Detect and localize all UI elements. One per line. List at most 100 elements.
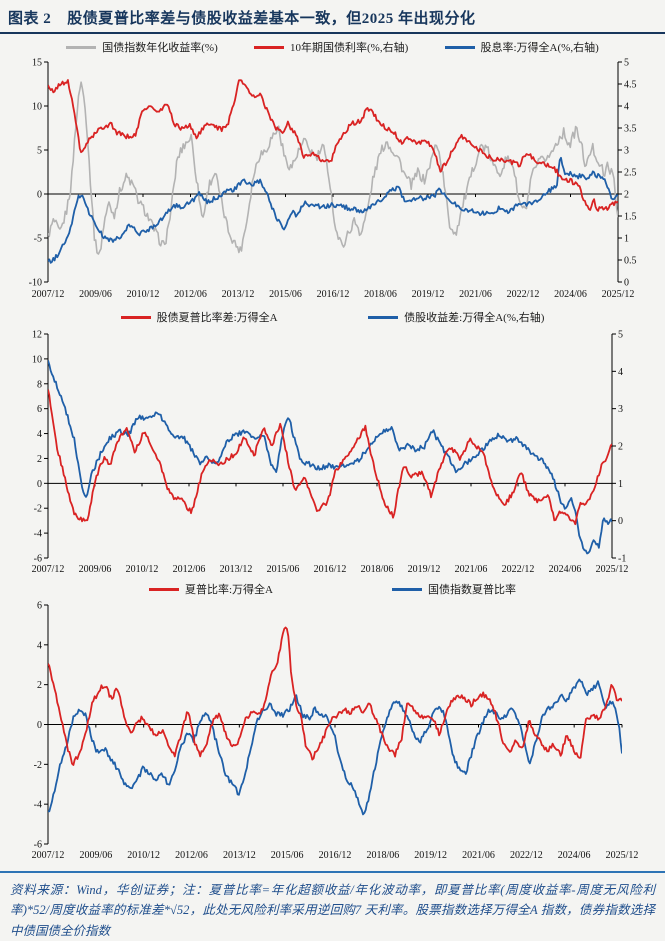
legend-line-swatch [120,315,151,319]
svg-text:-1: -1 [618,554,626,565]
chart-top-legend: 国债指数年化收益率(%) 10年期国债利率(%,右轴) 股息率:万得全A(%,右轴) [0,38,665,56]
svg-text:6: 6 [37,601,42,612]
legend-label: 股息率:万得全A(%,右轴) [480,42,599,54]
svg-text:2: 2 [37,454,42,465]
chart-middle-legend: 股债夏普比率差:万得全A 债股收益差:万得全A(%,右轴) [0,308,665,326]
series-line-国债指数年化收益率(%) [48,81,618,255]
svg-text:-2: -2 [34,760,42,771]
svg-text:15: 15 [32,58,42,69]
svg-text:-4: -4 [34,529,42,540]
svg-text:1: 1 [618,479,623,490]
svg-text:4: 4 [37,640,42,651]
svg-text:2012/06: 2012/06 [174,289,207,300]
svg-text:5: 5 [618,330,623,341]
svg-text:2024/06: 2024/06 [558,850,591,861]
svg-text:2022/12: 2022/12 [502,564,535,575]
legend-label: 债股收益差:万得全A(%,右轴) [404,312,545,324]
legend-item-2-1: 国债指数夏普比率 [392,581,516,597]
legend-line-swatch [444,45,475,49]
svg-text:2015/06: 2015/06 [271,850,304,861]
svg-text:3: 3 [624,146,629,157]
svg-text:-4: -4 [34,800,42,811]
svg-text:2025/12: 2025/12 [596,564,629,575]
svg-text:2019/12: 2019/12 [408,564,441,575]
svg-text:2009/06: 2009/06 [79,850,112,861]
svg-text:2022/12: 2022/12 [510,850,543,861]
svg-text:2025/12: 2025/12 [602,289,635,300]
svg-text:2009/06: 2009/06 [79,289,112,300]
svg-text:-10: -10 [29,278,42,289]
svg-text:12: 12 [32,330,42,341]
svg-text:1.5: 1.5 [624,212,637,223]
legend-label: 国债指数夏普比率 [428,584,516,596]
svg-text:2012/06: 2012/06 [175,850,208,861]
chart-bottom-plot: -6 -4 -2 0 2 4 6 2007/12 2009/06 2010/12 2012/06 20… [32,601,639,862]
source-note: 资料来源：Wind，华创证券；注：夏普比率=年化超额收益/年化波动率，即夏普比率… [10,883,655,938]
chart-top-block: 国债指数年化收益率(%) 10年期国债利率(%,右轴) 股息率:万得全A(%,右轴)… [0,38,665,304]
svg-text:2007/12: 2007/12 [32,289,65,300]
svg-text:2018/06: 2018/06 [366,850,399,861]
svg-text:4: 4 [37,429,42,440]
svg-text:-6: -6 [34,554,42,565]
chart-middle-block: 股债夏普比率差:万得全A 债股收益差:万得全A(%,右轴) -6 -4 -2 0 2 4 6 8… [0,308,665,576]
svg-text:5: 5 [37,146,42,157]
figure-title-bar: 图表 2 股债夏普比率差与债股收益差基本一致，但2025 年出现分化 [0,0,665,34]
svg-text:2013/12: 2013/12 [220,564,253,575]
legend-line-swatch [368,315,399,319]
chart-top-plot: -10 -5 0 5 10 15 0 0.5 1 1.5 2 2.5 3 3.5 4 4.5 5 2007/12 2… [29,58,637,301]
svg-text:2018/06: 2018/06 [364,289,397,300]
series-line-债股收益差:万得全A(%,右轴) [48,360,612,555]
svg-text:1: 1 [624,234,629,245]
series-line-10年期国债利率(%,右轴) [48,79,618,212]
svg-text:2010/12: 2010/12 [127,289,160,300]
legend-item-0-0: 国债指数年化收益率(%) [66,39,218,55]
svg-text:10: 10 [32,102,42,113]
svg-text:-6: -6 [34,840,42,851]
svg-text:0: 0 [37,190,42,201]
legend-item-0-2: 股息率:万得全A(%,右轴) [444,39,599,55]
svg-text:10: 10 [32,354,42,365]
legend-label: 国债指数年化收益率(%) [102,42,218,54]
svg-text:2013/12: 2013/12 [222,289,255,300]
svg-text:2013/12: 2013/12 [223,850,256,861]
svg-text:2024/06: 2024/06 [549,564,582,575]
svg-text:2024/06: 2024/06 [554,289,587,300]
series-line-股债夏普比率差:万得全A [48,389,612,526]
svg-text:-2: -2 [34,504,42,515]
svg-text:2: 2 [624,190,629,201]
legend-item-2-0: 夏普比率:万得全A [149,581,273,597]
svg-text:2012/06: 2012/06 [173,564,206,575]
svg-text:2018/06: 2018/06 [361,564,394,575]
series-line-夏普比率:万得全A [48,626,622,766]
chart-bottom-legend: 夏普比率:万得全A 国债指数夏普比率 [0,580,665,598]
svg-text:-5: -5 [34,234,42,245]
svg-text:2010/12: 2010/12 [127,850,160,861]
legend-line-swatch [254,45,284,49]
svg-text:2007/12: 2007/12 [32,850,65,861]
svg-text:2021/06: 2021/06 [462,850,495,861]
figure-title: 股债夏普比率差与债股收益差基本一致，但2025 年出现分化 [67,11,476,27]
svg-text:0.5: 0.5 [624,256,637,267]
svg-text:2021/06: 2021/06 [459,289,492,300]
svg-text:2019/12: 2019/12 [414,850,447,861]
svg-text:3.5: 3.5 [624,124,637,135]
chart-bottom-block: 夏普比率:万得全A 国债指数夏普比率 -6 -4 -2 0 2 4 6 2007/12 2009/… [0,580,665,862]
svg-text:0: 0 [37,720,42,731]
svg-text:4: 4 [618,367,623,378]
footer-divider [0,871,665,873]
svg-text:4.5: 4.5 [624,80,637,91]
legend-label: 夏普比率:万得全A [185,584,273,596]
svg-text:6: 6 [37,404,42,415]
legend-item-1-0: 股债夏普比率差:万得全A [120,309,278,325]
svg-text:5: 5 [624,58,629,69]
legend-label: 股债夏普比率差:万得全A [156,312,278,324]
legend-item-0-1: 10年期国债利率(%,右轴) [254,39,408,55]
svg-text:0: 0 [618,516,623,527]
figure-label: 图表 2 [8,11,52,27]
svg-text:2.5: 2.5 [624,168,637,179]
svg-text:2015/06: 2015/06 [269,289,302,300]
svg-text:2016/12: 2016/12 [319,850,352,861]
svg-text:0: 0 [37,479,42,490]
svg-text:2: 2 [618,442,623,453]
